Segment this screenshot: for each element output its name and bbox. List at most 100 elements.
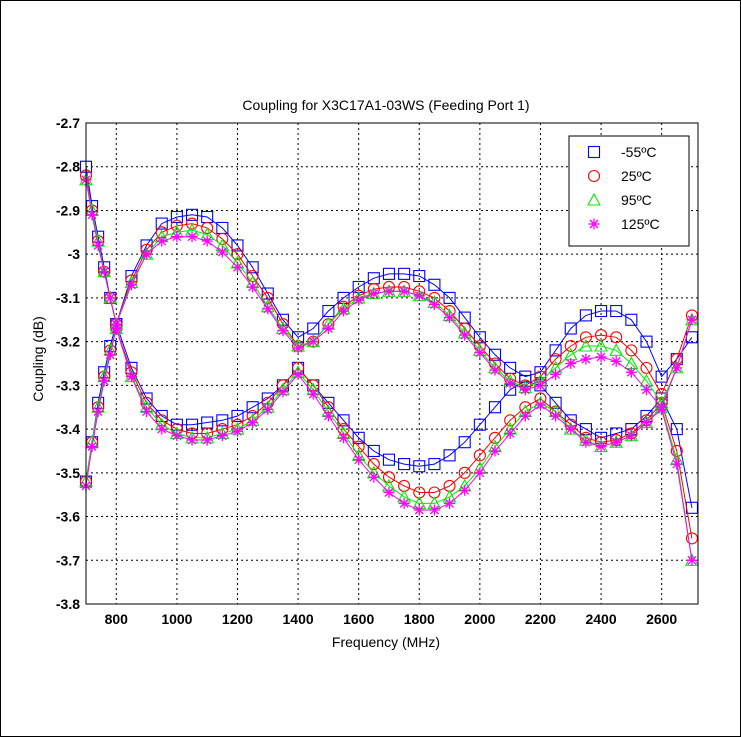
data-point [413, 290, 425, 302]
data-point [640, 384, 652, 396]
data-point [413, 269, 426, 283]
data-point [353, 294, 365, 306]
data-point [155, 409, 168, 423]
data-point [353, 454, 365, 466]
series-line-upper [85, 175, 693, 396]
data-point [428, 504, 440, 516]
data-point [579, 309, 592, 322]
x-tick-label: 1800 [404, 611, 435, 627]
x-tick-label: 1600 [343, 611, 374, 627]
data-point [170, 210, 183, 224]
data-point [367, 458, 380, 471]
y-tick-label: -2.8 [56, 159, 80, 175]
data-point [594, 304, 608, 318]
data-point [671, 458, 683, 470]
legend-marker [587, 192, 601, 206]
data-point [185, 208, 199, 221]
data-point [625, 344, 638, 357]
data-point [398, 497, 410, 509]
x-tick-label: 1400 [283, 611, 314, 627]
data-point [580, 353, 592, 365]
data-point [489, 445, 501, 457]
y-tick-label: -2.9 [56, 202, 80, 218]
data-point [156, 235, 168, 247]
data-point [686, 554, 698, 566]
data-point [155, 217, 168, 230]
data-point [578, 338, 593, 352]
data-point [261, 287, 274, 300]
data-point [443, 449, 456, 462]
data-point [609, 343, 624, 356]
data-point [610, 355, 622, 367]
data-point [368, 288, 380, 300]
series-layer [79, 160, 699, 566]
data-point [655, 370, 668, 383]
data-point [246, 401, 259, 414]
data-point [488, 348, 502, 361]
data-point [413, 504, 425, 516]
data-point [292, 368, 304, 380]
axes [85, 122, 699, 605]
data-point [444, 312, 456, 324]
data-point [428, 458, 441, 471]
data-point [141, 248, 153, 260]
data-point [565, 423, 577, 435]
legend-label: 125ºC [621, 216, 660, 232]
data-point [382, 267, 396, 280]
data-point [473, 418, 486, 431]
data-point [428, 278, 441, 291]
data-point [458, 466, 471, 479]
data-point [579, 331, 592, 344]
data-point [640, 361, 653, 374]
data-point [231, 261, 243, 273]
legend-label: 95ºC [621, 192, 652, 208]
data-point [98, 375, 110, 387]
data-point [86, 441, 98, 453]
data-point [656, 403, 668, 415]
data-point [231, 409, 244, 423]
data-point [550, 410, 562, 422]
data-point [247, 281, 259, 293]
legend-marker [587, 145, 601, 159]
data-point [262, 403, 274, 415]
data-point [322, 323, 334, 335]
data-point [92, 406, 104, 418]
series-line-upper [85, 166, 693, 378]
data-point [231, 239, 244, 252]
data-point [504, 414, 517, 427]
data-point [277, 386, 289, 398]
axes-box [85, 122, 699, 605]
data-point [141, 406, 153, 418]
data-point [104, 292, 116, 304]
data-point [171, 430, 183, 442]
data-point [338, 432, 350, 444]
data-point [247, 417, 259, 429]
data-point [458, 436, 471, 449]
data-point [398, 458, 411, 471]
legend-marker [588, 218, 600, 230]
series-0 [79, 160, 698, 514]
data-point [473, 331, 486, 344]
y-tick-label: -3.6 [56, 509, 80, 525]
x-tick-label: 2000 [464, 611, 495, 627]
data-point [488, 431, 502, 444]
data-point [383, 285, 395, 297]
data-point [216, 232, 229, 245]
y-tick-label: -3.3 [56, 377, 80, 393]
data-point [231, 425, 243, 437]
data-point [534, 399, 546, 411]
data-point [186, 231, 198, 243]
data-point [564, 339, 577, 353]
x-tick-label: 2400 [585, 611, 616, 627]
x-tick-label: 1200 [222, 611, 253, 627]
data-point [610, 436, 622, 448]
data-point [86, 209, 98, 221]
series-line-lower [85, 322, 693, 508]
data-point [277, 325, 289, 337]
data-point [549, 396, 562, 409]
data-point [322, 410, 334, 422]
data-point [625, 366, 637, 378]
data-point [580, 436, 592, 448]
data-point [459, 329, 471, 341]
